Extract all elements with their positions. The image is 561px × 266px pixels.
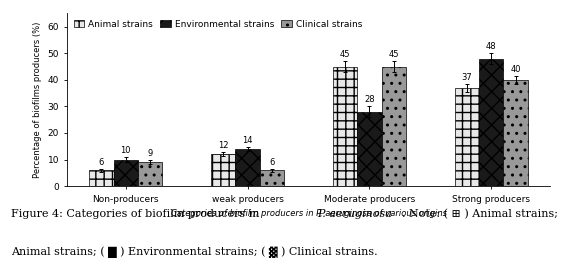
Text: . Note: ( ⊞ ) Animal strains; ( █ ) Environmental strains; ( ▓ ) Clinical strain: . Note: ( ⊞ ) Animal strains; ( █ ) Envi…: [402, 209, 561, 220]
Bar: [114, 160, 138, 186]
Text: 28: 28: [364, 95, 375, 104]
Bar: [503, 80, 528, 186]
Bar: [357, 112, 381, 186]
Text: 40: 40: [511, 65, 521, 74]
Bar: [333, 66, 357, 186]
Bar: [89, 170, 114, 186]
Text: 14: 14: [242, 136, 253, 145]
Y-axis label: Percentage of biofilms producers (%): Percentage of biofilms producers (%): [33, 22, 42, 178]
Bar: [236, 149, 260, 186]
Text: P. aeruginosa: P. aeruginosa: [318, 209, 392, 219]
Bar: [260, 170, 284, 186]
Text: 45: 45: [340, 50, 351, 59]
Text: 12: 12: [218, 141, 228, 150]
Text: 48: 48: [486, 42, 496, 51]
Text: 9: 9: [148, 149, 153, 158]
Text: Figure 4: Categories of biofilm producers in: Figure 4: Categories of biofilm producer…: [11, 209, 263, 219]
Text: Animal strains; ( █ ) Environmental strains; ( ▓ ) Clinical strains.: Animal strains; ( █ ) Environmental stra…: [11, 246, 378, 257]
Legend: Animal strains, Environmental strains, Clinical strains: Animal strains, Environmental strains, C…: [72, 18, 364, 30]
Text: 6: 6: [269, 158, 275, 167]
Text: 6: 6: [99, 158, 104, 167]
Bar: [381, 66, 406, 186]
Text: 45: 45: [389, 50, 399, 59]
Bar: [211, 154, 236, 186]
Bar: [455, 88, 479, 186]
Text: 10: 10: [121, 146, 131, 155]
X-axis label: Categories of biofilm producers in P. aeruginosa of various origins: Categories of biofilm producers in P. ae…: [171, 209, 447, 218]
Text: 37: 37: [462, 73, 472, 82]
Bar: [138, 162, 162, 186]
Bar: [479, 59, 503, 186]
